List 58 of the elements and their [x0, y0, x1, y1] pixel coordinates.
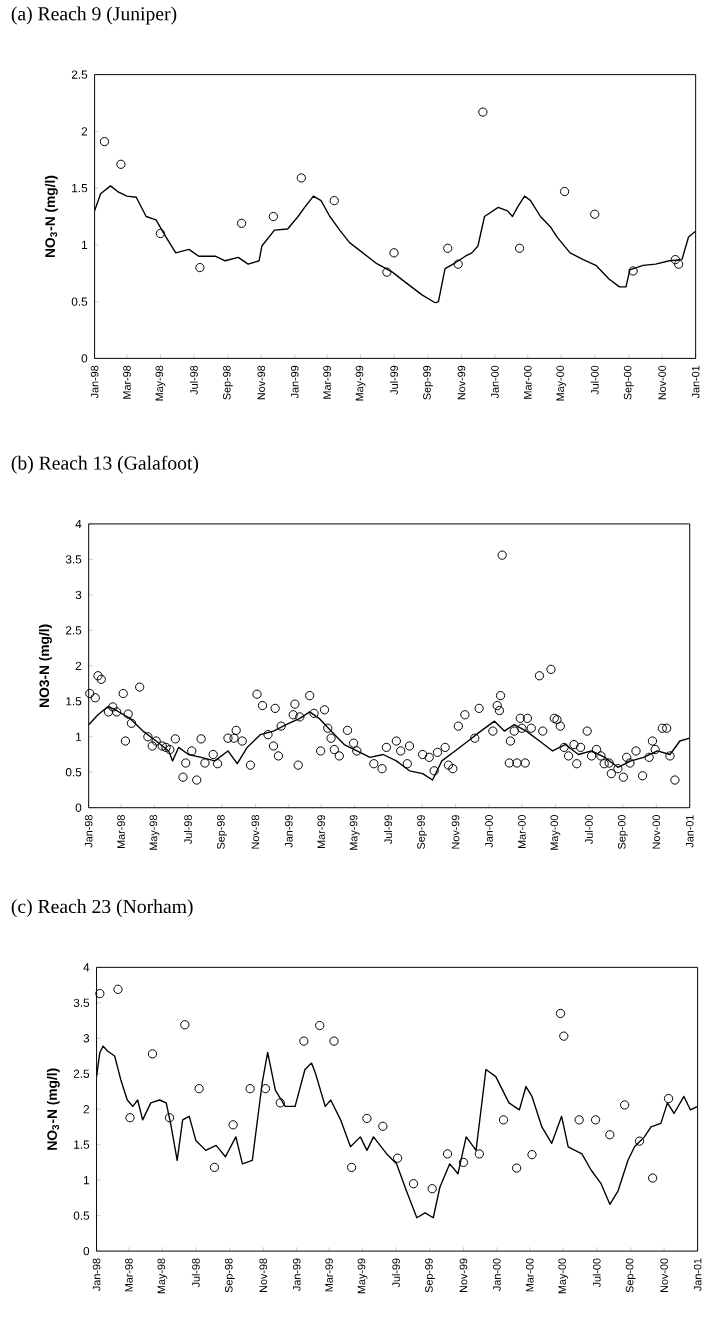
point [148, 1049, 158, 1059]
point [165, 1113, 175, 1123]
point [628, 266, 639, 276]
chart-title: (c) Reach 23 (Norham) [12, 899, 193, 918]
point [674, 259, 684, 269]
point [409, 1179, 419, 1189]
point [228, 1120, 239, 1130]
chart-title: (a) Reach 9 (Juniper) [12, 6, 177, 25]
point [459, 1157, 469, 1168]
point [560, 186, 570, 197]
point [427, 1184, 438, 1194]
point [275, 1098, 286, 1108]
point [499, 1115, 509, 1125]
point [590, 209, 600, 219]
point [95, 988, 105, 999]
point [261, 1084, 271, 1094]
point [635, 1136, 645, 1146]
point [591, 1115, 601, 1125]
point [382, 267, 392, 277]
point [515, 243, 525, 253]
point [671, 255, 681, 265]
point [389, 248, 399, 258]
point [156, 228, 166, 239]
point [194, 1084, 205, 1094]
point [269, 211, 279, 222]
point [362, 1113, 372, 1124]
point [443, 1149, 453, 1159]
point [113, 984, 123, 994]
point [329, 195, 340, 206]
point [347, 1162, 357, 1173]
point [620, 1100, 630, 1110]
point [100, 136, 110, 147]
point [116, 159, 126, 169]
point [574, 1115, 585, 1125]
point [559, 1031, 569, 1041]
point [180, 1020, 190, 1030]
point [527, 1150, 537, 1160]
chart-title: (b) Reach 13 (Galafoot) [12, 455, 199, 474]
point [648, 1173, 658, 1183]
point [512, 1163, 522, 1173]
point [478, 107, 488, 117]
point [329, 1036, 339, 1046]
point [664, 1093, 674, 1104]
point [378, 1121, 388, 1131]
point [393, 1153, 403, 1163]
point [556, 1008, 566, 1019]
point [475, 1149, 485, 1159]
point [297, 173, 307, 183]
point [605, 1130, 615, 1140]
point [125, 1113, 135, 1123]
point [453, 259, 464, 269]
point [443, 243, 453, 253]
point [195, 262, 205, 273]
point [299, 1036, 309, 1046]
point [245, 1084, 256, 1094]
point [237, 218, 247, 228]
point [315, 1020, 325, 1031]
point [210, 1162, 220, 1173]
